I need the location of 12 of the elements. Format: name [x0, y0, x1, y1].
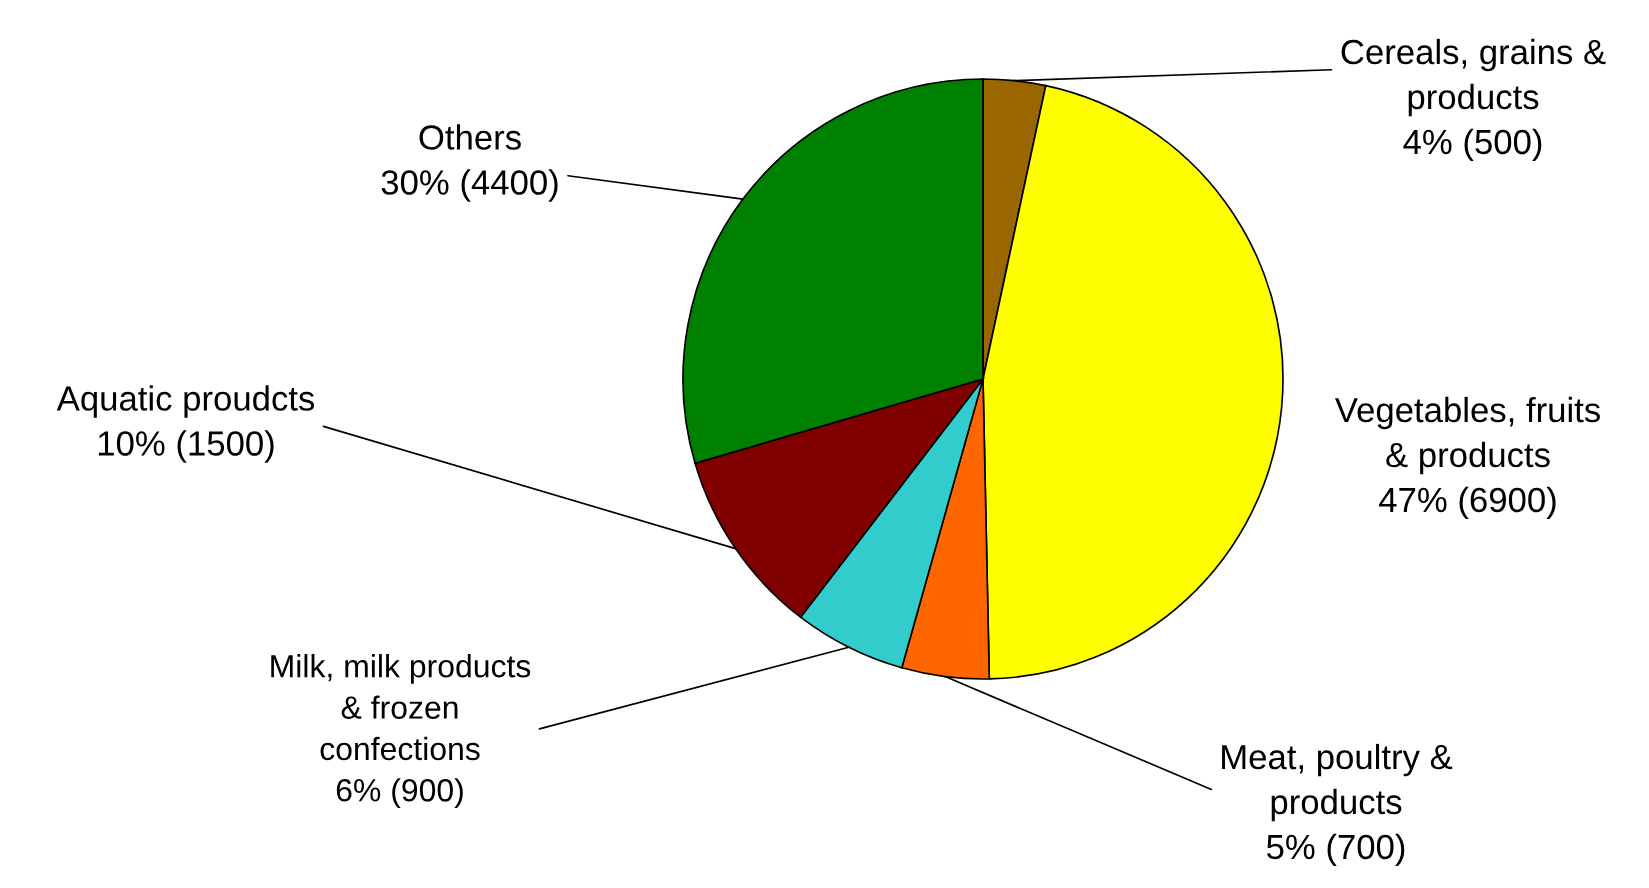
data-label: 5% (700)	[1266, 833, 1405, 867]
slice-label: Milk, milk products & frozen confections	[271, 654, 531, 761]
data-label: 47% (6900)	[1379, 486, 1556, 520]
slice-label: Others	[419, 124, 521, 150]
slice-label: Meat, poultry & products	[1222, 743, 1453, 822]
slice-label: Aquatic proudcts	[56, 385, 315, 418]
data-label: 30% (4400)	[381, 169, 558, 202]
data-label: 10% (1500)	[98, 430, 274, 463]
data-label: 6% (900)	[336, 778, 463, 808]
data-label: 4% (500)	[1403, 128, 1542, 162]
slice-label: Vegetables, fruits & products	[1334, 396, 1600, 475]
slice-label: Cereals, grains & products	[1341, 38, 1606, 117]
